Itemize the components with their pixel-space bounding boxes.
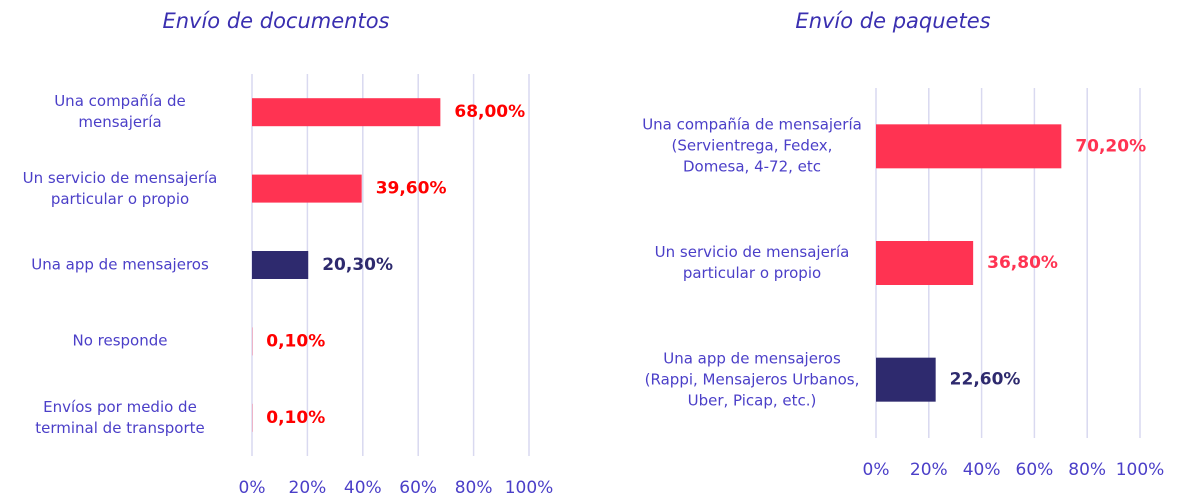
x-tick-label: 40%	[963, 460, 1001, 480]
value-label: 39,60%	[376, 179, 447, 199]
x-tick-label: 20%	[289, 478, 327, 498]
bar	[252, 251, 309, 279]
x-tick-label: 60%	[1016, 460, 1054, 480]
value-label: 0,10%	[266, 408, 325, 428]
value-label: 70,20%	[1075, 136, 1146, 156]
chart-title: Envío de paquetes	[795, 9, 990, 33]
x-tick-label: 80%	[455, 478, 493, 498]
category-label: Una app de mensajeros (Rappi, Mensajeros…	[644, 349, 860, 410]
category-label: Una app de mensajeros	[31, 255, 209, 274]
category-label: Una compañía de mensajería	[54, 92, 186, 132]
chart-title: Envío de documentos	[162, 9, 389, 33]
value-label: 36,80%	[987, 253, 1058, 273]
x-tick-label: 100%	[505, 478, 554, 498]
x-tick-label: 0%	[863, 460, 890, 480]
x-tick-label: 60%	[399, 478, 437, 498]
bar	[252, 98, 441, 127]
bar	[876, 241, 974, 285]
x-tick-label: 20%	[910, 460, 948, 480]
value-label: 68,00%	[454, 102, 525, 122]
value-label: 20,30%	[322, 255, 393, 275]
category-label: Envíos por medio de terminal de transpor…	[35, 397, 205, 437]
bar	[876, 357, 936, 402]
x-tick-label: 80%	[1068, 460, 1106, 480]
category-label: No responde	[72, 331, 168, 350]
bar	[876, 124, 1062, 169]
value-label: 22,60%	[950, 370, 1021, 390]
x-tick-label: 100%	[1116, 460, 1165, 480]
value-label: 0,10%	[266, 331, 325, 351]
x-tick-label: 0%	[239, 478, 266, 498]
x-tick-label: 40%	[344, 478, 382, 498]
bar	[252, 174, 362, 203]
category-label: Un servicio de mensajería particular o p…	[22, 168, 218, 208]
category-label: Un servicio de mensajería particular o p…	[654, 243, 850, 282]
category-label: Una compañía de mensajería (Servientrega…	[642, 115, 862, 176]
